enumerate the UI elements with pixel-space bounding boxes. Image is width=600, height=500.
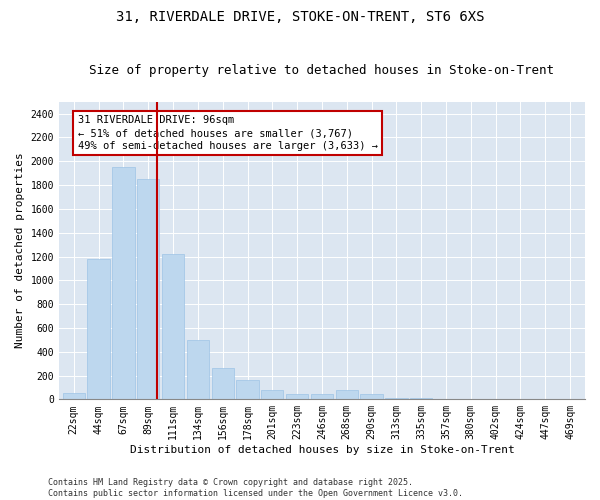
Bar bbox=[410, 398, 433, 400]
Bar bbox=[261, 390, 283, 400]
Bar bbox=[212, 368, 234, 400]
Bar bbox=[361, 394, 383, 400]
Bar bbox=[162, 254, 184, 400]
Text: 31, RIVERDALE DRIVE, STOKE-ON-TRENT, ST6 6XS: 31, RIVERDALE DRIVE, STOKE-ON-TRENT, ST6… bbox=[116, 10, 484, 24]
Text: 31 RIVERDALE DRIVE: 96sqm
← 51% of detached houses are smaller (3,767)
49% of se: 31 RIVERDALE DRIVE: 96sqm ← 51% of detac… bbox=[77, 115, 377, 152]
Bar bbox=[62, 394, 85, 400]
Text: Contains HM Land Registry data © Crown copyright and database right 2025.
Contai: Contains HM Land Registry data © Crown c… bbox=[48, 478, 463, 498]
X-axis label: Distribution of detached houses by size in Stoke-on-Trent: Distribution of detached houses by size … bbox=[130, 445, 514, 455]
Bar bbox=[335, 390, 358, 400]
Title: Size of property relative to detached houses in Stoke-on-Trent: Size of property relative to detached ho… bbox=[89, 64, 554, 77]
Bar bbox=[385, 398, 407, 400]
Bar bbox=[236, 380, 259, 400]
Bar bbox=[311, 394, 333, 400]
Bar bbox=[137, 179, 160, 400]
Bar bbox=[88, 260, 110, 400]
Bar bbox=[187, 340, 209, 400]
Bar bbox=[112, 167, 134, 400]
Y-axis label: Number of detached properties: Number of detached properties bbox=[15, 152, 25, 348]
Bar bbox=[286, 394, 308, 400]
